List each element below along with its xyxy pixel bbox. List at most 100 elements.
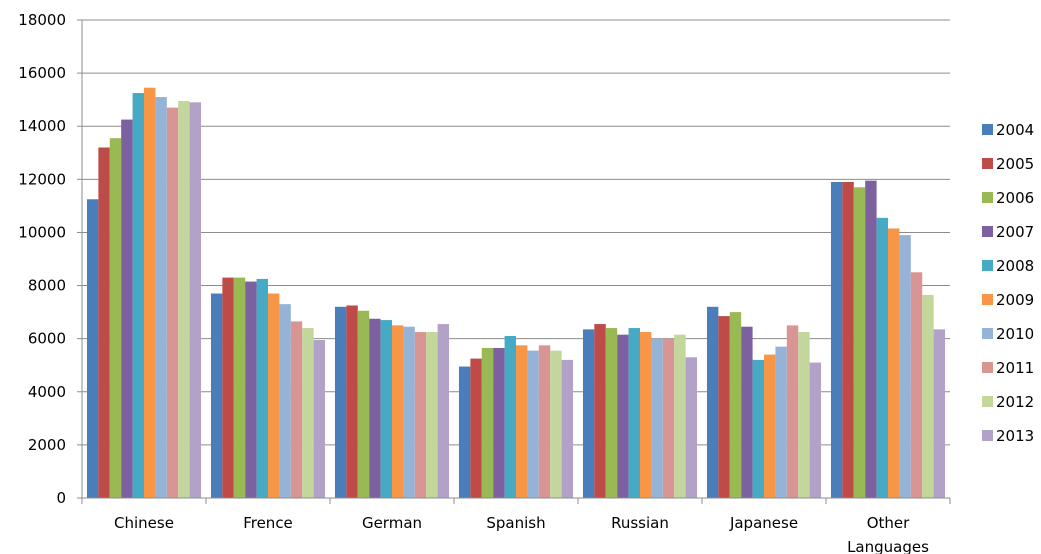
x-tick-label: Other Languages	[847, 514, 929, 554]
bar-2010-russian	[651, 338, 663, 498]
bar-2009-german	[392, 325, 404, 498]
bar-2008-german	[380, 320, 392, 498]
bar-2012-german	[426, 332, 438, 498]
y-tick-label: 10000	[18, 223, 66, 241]
y-tick-label: 14000	[18, 117, 66, 135]
legend-swatch-2004	[982, 124, 993, 135]
bar-2011-german	[414, 332, 427, 498]
bar-2009-other-languages	[888, 228, 900, 498]
bar-2008-russian	[628, 328, 640, 498]
bar-2008-frence	[256, 278, 268, 498]
x-tick-label: Russian	[611, 514, 669, 532]
bar-2004-russian	[582, 329, 595, 498]
legend-swatch-2005	[982, 158, 993, 169]
legend-label-2011: 2011	[996, 359, 1034, 377]
bar-2013-german	[437, 324, 450, 498]
y-tick-label: 12000	[18, 170, 66, 188]
bar-2006-japanese	[729, 312, 742, 498]
x-axis-tick-labels: Chinese Frence German Spanish Russian Japanes…	[114, 514, 929, 554]
bar-group	[86, 87, 946, 499]
bar-2009-japanese	[764, 354, 776, 498]
bar-2013-other-languages	[933, 329, 946, 498]
bar-2012-russian	[674, 334, 686, 498]
bar-2006-russian	[605, 328, 618, 498]
bar-2006-other-languages	[853, 187, 866, 499]
bar-2005-russian	[594, 324, 606, 498]
bar-2007-other-languages	[865, 180, 877, 498]
y-tick-label: 16000	[18, 64, 66, 82]
y-tick-label: 8000	[28, 277, 66, 295]
bar-2013-chinese	[189, 102, 202, 499]
bar-2009-spanish	[516, 345, 528, 498]
y-tick-label: 18000	[18, 11, 66, 29]
y-tick-label: 2000	[28, 436, 66, 454]
bar-2012-chinese	[178, 100, 190, 498]
bar-2013-frence	[313, 339, 326, 498]
bar-2008-chinese	[132, 93, 144, 499]
bar-2005-frence	[222, 277, 234, 498]
bar-2007-japanese	[741, 326, 753, 498]
legend-label-2005: 2005	[996, 155, 1034, 173]
x-tick-label: Chinese	[114, 514, 174, 532]
x-tick-label: Spanish	[486, 514, 545, 532]
legend-swatch-2009	[982, 294, 993, 305]
y-tick-label: 4000	[28, 383, 66, 401]
legend-label-2012: 2012	[996, 393, 1034, 411]
x-tick-label: Japanese	[729, 514, 798, 532]
x-tick-label: Frence	[243, 514, 293, 532]
legend-swatch-2008	[982, 260, 993, 271]
legend-swatch-2011	[982, 362, 993, 373]
legend-label-2013: 2013	[996, 427, 1034, 445]
bar-2011-other-languages	[910, 272, 923, 498]
bar-2004-other-languages	[830, 181, 843, 498]
bar-2004-german	[334, 306, 347, 498]
legend-label-2006: 2006	[996, 189, 1034, 207]
bar-2005-chinese	[98, 147, 110, 498]
y-tick-label: 0	[56, 489, 66, 507]
bar-2010-german	[403, 326, 415, 498]
bar-2007-frence	[245, 281, 257, 498]
bar-2006-spanish	[481, 347, 494, 498]
bar-2007-german	[369, 318, 381, 498]
bar-2005-spanish	[470, 358, 482, 498]
bar-2008-japanese	[752, 359, 764, 498]
legend-swatch-2007	[982, 226, 993, 237]
bar-2012-japanese	[798, 332, 810, 498]
bar-2007-spanish	[493, 347, 505, 498]
bar-2009-chinese	[144, 87, 156, 498]
bar-2012-other-languages	[922, 294, 934, 498]
bar-2010-japanese	[775, 346, 787, 498]
bar-2004-frence	[210, 293, 223, 498]
legend-swatch-2012	[982, 396, 993, 407]
bar-2009-russian	[640, 332, 652, 498]
legend-swatch-2006	[982, 192, 993, 203]
y-axis-tick-labels: 0 2000 4000 6000 8000 10000 12000 14000 16000 180…	[18, 11, 66, 507]
bar-2005-japanese	[718, 316, 730, 498]
bar-2010-other-languages	[899, 235, 911, 498]
bar-2011-chinese	[166, 107, 179, 498]
legend-label-2008: 2008	[996, 257, 1034, 275]
bar-2010-frence	[279, 304, 291, 498]
bar-2007-chinese	[121, 119, 133, 498]
bar-2012-frence	[302, 328, 314, 498]
bar-2009-frence	[268, 293, 280, 498]
bar-2013-russian	[685, 357, 698, 498]
axes	[77, 19, 951, 504]
bar-2004-chinese	[86, 199, 99, 498]
bar-2011-spanish	[538, 345, 551, 498]
y-tick-label: 6000	[28, 330, 66, 348]
bar-2012-spanish	[550, 350, 562, 498]
bar-2006-chinese	[109, 138, 122, 498]
legend-label-2007: 2007	[996, 223, 1034, 241]
bar-2008-spanish	[504, 336, 516, 498]
bar-2008-other-languages	[876, 217, 888, 499]
legend-label-2004: 2004	[996, 121, 1034, 139]
bar-2005-german	[346, 305, 358, 498]
bar-2007-russian	[617, 334, 629, 498]
bar-2004-japanese	[706, 306, 719, 498]
legend-swatch-2010	[982, 328, 993, 339]
bar-2011-frence	[290, 321, 303, 498]
bar-2004-spanish	[458, 366, 471, 498]
legend-swatch-2013	[982, 430, 993, 441]
